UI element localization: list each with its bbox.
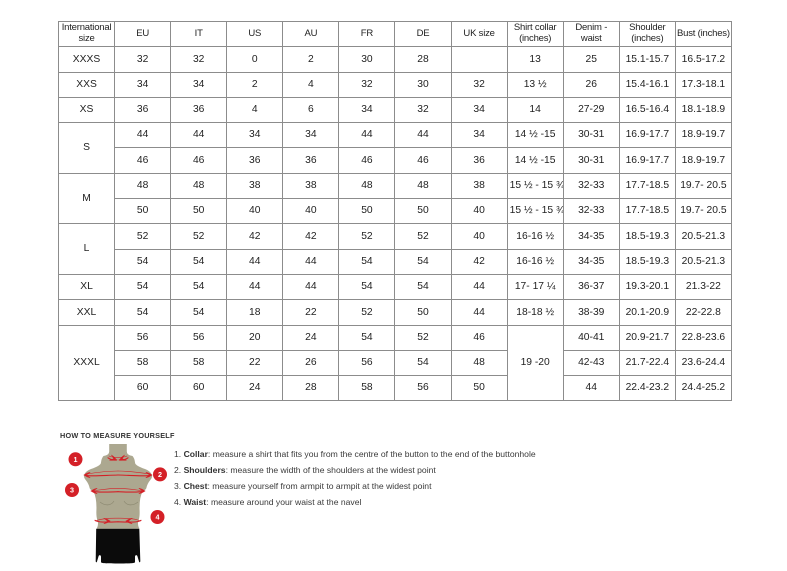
svg-text:1: 1 (74, 455, 78, 464)
svg-text:3: 3 (70, 486, 74, 495)
svg-text:2: 2 (158, 470, 162, 479)
svg-text:4: 4 (156, 513, 160, 522)
